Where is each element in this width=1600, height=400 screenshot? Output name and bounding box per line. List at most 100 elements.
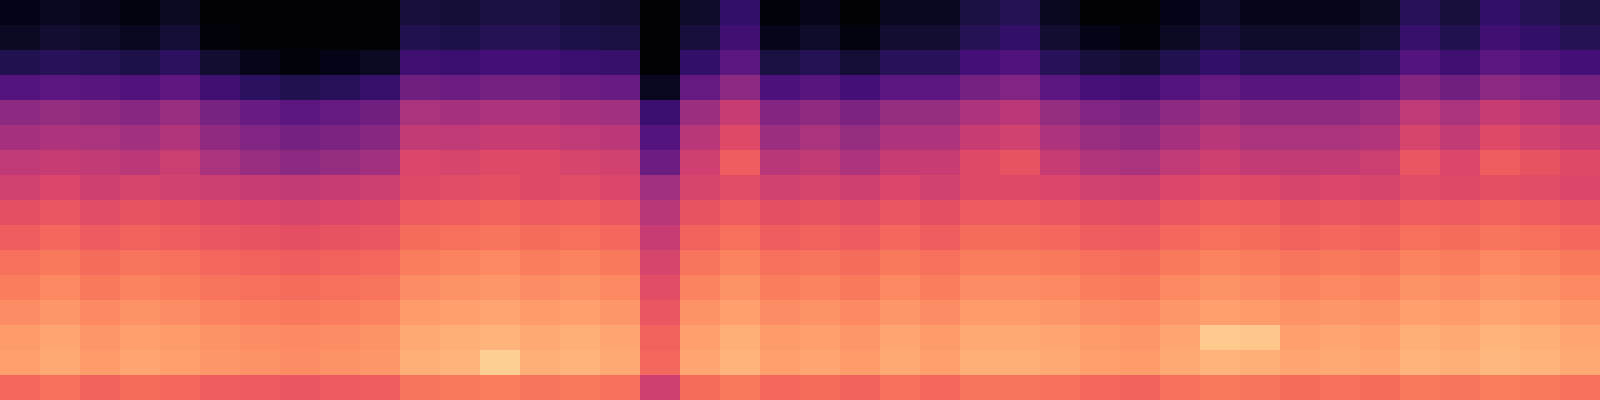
heatmap-cell <box>840 350 881 376</box>
heatmap-cell <box>1320 325 1361 351</box>
heatmap-cell <box>1000 75 1041 101</box>
heatmap-cell <box>1240 225 1281 251</box>
heatmap-cell <box>680 275 721 301</box>
heatmap-cell <box>280 200 321 226</box>
heatmap-cell <box>880 0 921 26</box>
heatmap-cell <box>1000 350 1041 376</box>
heatmap-cell <box>200 250 241 276</box>
heatmap-cell <box>480 250 521 276</box>
heatmap-cell <box>1520 50 1561 76</box>
heatmap-cell <box>1200 25 1241 51</box>
heatmap-cell <box>320 0 361 26</box>
heatmap-cell <box>200 150 241 176</box>
heatmap-cell <box>880 225 921 251</box>
heatmap-cell <box>680 200 721 226</box>
heatmap-cell <box>1520 250 1561 276</box>
heatmap-cell <box>0 350 41 376</box>
heatmap-cell <box>960 125 1001 151</box>
heatmap-cell <box>1240 175 1281 201</box>
heatmap-cell <box>360 325 401 351</box>
heatmap-cell <box>1040 125 1081 151</box>
heatmap-cell <box>40 150 81 176</box>
heatmap-cell <box>1240 50 1281 76</box>
heatmap-cell <box>1480 175 1521 201</box>
heatmap-cell <box>1360 175 1401 201</box>
heatmap-cell <box>760 0 801 26</box>
heatmap-cell <box>800 250 841 276</box>
heatmap-cell <box>1040 100 1081 126</box>
heatmap-cell <box>1400 375 1441 400</box>
heatmap-cell <box>440 250 481 276</box>
heatmap-cell <box>760 250 801 276</box>
heatmap-cell <box>1160 325 1201 351</box>
heatmap-cell <box>0 100 41 126</box>
heatmap-cell <box>200 275 241 301</box>
heatmap-cell <box>1040 325 1081 351</box>
heatmap-cell <box>760 75 801 101</box>
heatmap-cell <box>960 275 1001 301</box>
heatmap-cell <box>480 125 521 151</box>
heatmap-cell <box>640 325 681 351</box>
heatmap-cell <box>1560 250 1600 276</box>
heatmap-cell <box>1200 200 1241 226</box>
heatmap-cell <box>1560 25 1600 51</box>
heatmap-cell <box>1120 350 1161 376</box>
heatmap-cell <box>1000 300 1041 326</box>
heatmap-cell <box>760 350 801 376</box>
heatmap-cell <box>120 250 161 276</box>
heatmap-cell <box>680 350 721 376</box>
heatmap-cell <box>800 150 841 176</box>
heatmap-cell <box>1560 100 1600 126</box>
heatmap-cell <box>1440 275 1481 301</box>
heatmap-cell <box>1520 200 1561 226</box>
heatmap-cell <box>1200 225 1241 251</box>
heatmap-cell <box>760 225 801 251</box>
heatmap-cell <box>840 175 881 201</box>
heatmap-cell <box>880 375 921 400</box>
heatmap-cell <box>800 350 841 376</box>
heatmap-cell <box>1200 50 1241 76</box>
heatmap-cell <box>1160 125 1201 151</box>
heatmap-cell <box>600 300 641 326</box>
heatmap-cell <box>200 0 241 26</box>
heatmap-cell <box>1280 225 1321 251</box>
heatmap-cell <box>1440 200 1481 226</box>
heatmap-cell <box>1040 25 1081 51</box>
heatmap-cell <box>1440 50 1481 76</box>
heatmap-cell <box>840 300 881 326</box>
heatmap-cell <box>840 0 881 26</box>
heatmap-cell <box>600 375 641 400</box>
heatmap-cell <box>1200 100 1241 126</box>
heatmap-cell <box>400 150 441 176</box>
heatmap-cell <box>0 275 41 301</box>
heatmap-cell <box>480 225 521 251</box>
heatmap-cell <box>1440 0 1481 26</box>
heatmap-cell <box>720 225 761 251</box>
heatmap-cell <box>1360 375 1401 400</box>
heatmap-cell <box>1520 100 1561 126</box>
heatmap-cell <box>120 325 161 351</box>
heatmap-cell <box>400 200 441 226</box>
heatmap-cell <box>1360 0 1401 26</box>
heatmap-cell <box>280 25 321 51</box>
heatmap-cell <box>1440 125 1481 151</box>
heatmap-cell <box>40 250 81 276</box>
heatmap-cell <box>600 25 641 51</box>
heatmap-cell <box>40 100 81 126</box>
heatmap-cell <box>1520 25 1561 51</box>
heatmap-cell <box>120 175 161 201</box>
heatmap-cell <box>1160 250 1201 276</box>
heatmap-cell <box>160 250 201 276</box>
heatmap-cell <box>1000 100 1041 126</box>
heatmap-cell <box>400 375 441 400</box>
heatmap-cell <box>1240 375 1281 400</box>
heatmap-cell <box>0 50 41 76</box>
heatmap-cell <box>1440 75 1481 101</box>
heatmap-cell <box>520 325 561 351</box>
heatmap-cell <box>320 275 361 301</box>
heatmap-cell <box>800 50 841 76</box>
heatmap-cell <box>1360 150 1401 176</box>
heatmap-cell <box>1080 150 1121 176</box>
heatmap-cell <box>200 300 241 326</box>
heatmap-cell <box>40 25 81 51</box>
